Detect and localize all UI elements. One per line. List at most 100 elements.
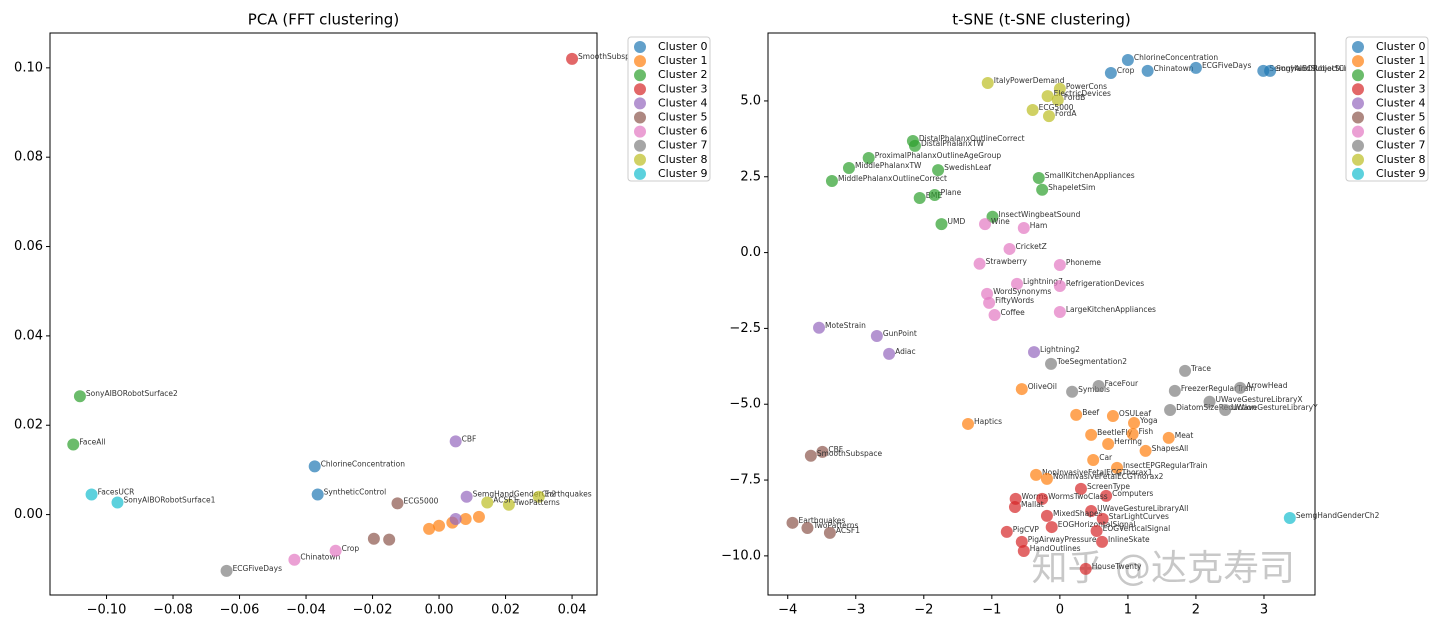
- point-label: SonyAIBORobotSurface2: [1276, 64, 1368, 73]
- y-tick-label: 5.0: [740, 93, 761, 108]
- point-label: ECGFiveDays: [233, 564, 283, 573]
- x-tick-label: −3: [846, 603, 865, 618]
- point: [870, 329, 883, 342]
- legend-marker: [634, 97, 646, 110]
- legend-marker: [1352, 97, 1364, 110]
- point-label: Meat: [1175, 431, 1194, 440]
- legend-marker: [634, 139, 646, 152]
- chart-title: PCA (FFT clustering): [248, 11, 399, 29]
- point: [449, 435, 462, 448]
- point-label: SemgHandSubjectCh2: [1269, 64, 1353, 73]
- point: [1008, 501, 1021, 514]
- x-tick-label: 0.04: [558, 603, 587, 618]
- y-tick-label: 0.04: [14, 328, 43, 343]
- point: [1203, 395, 1216, 408]
- y-tick-label: 0.10: [14, 60, 43, 75]
- legend-label: Cluster 2: [658, 68, 708, 81]
- legend-marker: [634, 167, 646, 180]
- legend-label: Cluster 2: [1376, 68, 1426, 81]
- point-label: DiatomSizeReduction: [1176, 403, 1256, 412]
- point-label: Earthquakes: [798, 516, 845, 525]
- point-label: WormsTwoClass: [1048, 492, 1108, 501]
- point-label: ArrowHead: [1246, 381, 1288, 390]
- point: [973, 257, 986, 270]
- legend-marker: [634, 69, 646, 82]
- x-tick-label: 0: [1056, 603, 1064, 618]
- point: [1036, 492, 1049, 505]
- point: [1053, 82, 1066, 95]
- point-label: Worms: [1022, 492, 1048, 501]
- y-tick-label: 0.0: [740, 245, 761, 260]
- point: [1015, 383, 1028, 396]
- point-label: NonInvasiveFetalECGThorax2: [1053, 472, 1164, 481]
- point-label: HandOutlines: [1030, 544, 1081, 553]
- x-tick-label: −1: [982, 603, 1001, 618]
- legend-marker: [1352, 41, 1364, 53]
- x-tick-label: 1: [1124, 603, 1132, 618]
- point-label: Adiac: [895, 347, 916, 356]
- point-label: FiftyWords: [995, 296, 1034, 305]
- point-label: Lightning7: [1023, 277, 1063, 286]
- point: [1079, 562, 1092, 575]
- legend-marker: [634, 41, 646, 53]
- point-label: DistalPhalanxOutlineCorrect: [919, 134, 1025, 143]
- point-label: SonyAIBORobotSurface2: [86, 389, 178, 398]
- point-label: Phoneme: [1066, 258, 1102, 267]
- point: [1139, 444, 1152, 457]
- point-label: ECG5000: [1039, 103, 1074, 112]
- legend-marker: [634, 55, 646, 68]
- legend-marker: [634, 111, 646, 124]
- point: [1085, 428, 1098, 441]
- point: [1032, 171, 1045, 184]
- point: [1104, 67, 1117, 80]
- point: [1128, 417, 1141, 430]
- point: [1219, 403, 1232, 416]
- x-tick-label: −0.02: [353, 603, 393, 618]
- point-label: OSULeaf: [1119, 409, 1151, 418]
- x-tick-label: −2: [914, 603, 933, 618]
- point: [220, 564, 233, 577]
- y-tick-label: 0.06: [14, 239, 43, 254]
- legend-label: Cluster 8: [1376, 153, 1426, 166]
- legend-box: [627, 36, 711, 182]
- plot-area: [767, 32, 1316, 596]
- legend-marker: [634, 83, 646, 96]
- point-label: Crop: [342, 544, 360, 553]
- point: [1283, 511, 1296, 524]
- point-label: GunPoint: [883, 329, 917, 338]
- point-label: ECGFiveDays: [1202, 61, 1252, 70]
- point: [816, 445, 829, 458]
- legend-label: Cluster 1: [1376, 54, 1426, 67]
- x-tick-label: −0.06: [220, 603, 260, 618]
- point-label: MixedShapes: [1053, 509, 1103, 518]
- point-label: Trace: [1190, 364, 1211, 373]
- point: [1042, 110, 1055, 123]
- point-label: Yoga: [1139, 416, 1158, 425]
- x-tick-label: −0.08: [153, 603, 193, 618]
- point: [1074, 482, 1087, 495]
- legend-label: Cluster 7: [658, 139, 708, 152]
- point-label: FaceFour: [1105, 379, 1139, 388]
- point: [1264, 64, 1277, 77]
- legend-marker: [1352, 139, 1364, 152]
- point-label: SmoothSubspace: [817, 449, 883, 458]
- point: [986, 210, 999, 223]
- x-tick-label: 3: [1260, 603, 1268, 618]
- point: [329, 544, 342, 557]
- point-label: SemgHandGenderCh2: [473, 490, 557, 499]
- point-label: Coffee: [1001, 308, 1026, 317]
- point-label: UWaveGestureLibraryY: [1231, 403, 1318, 412]
- legend-marker: [1352, 69, 1364, 82]
- legend-label: Cluster 6: [1376, 125, 1426, 138]
- point-label: ProximalPhalanxOutlineAgeGroup: [875, 151, 1002, 160]
- point: [1051, 94, 1064, 107]
- point-label: Herring: [1114, 437, 1142, 446]
- point: [913, 191, 926, 204]
- point-label: Fish: [1139, 427, 1154, 436]
- y-tick-label: 0.00: [14, 507, 43, 522]
- point: [1085, 504, 1098, 517]
- y-tick-label: −2.5: [729, 321, 761, 336]
- point-label: ShapeletSim: [1048, 183, 1095, 192]
- point-label: BeetleFly: [1097, 428, 1132, 437]
- point: [1053, 259, 1066, 272]
